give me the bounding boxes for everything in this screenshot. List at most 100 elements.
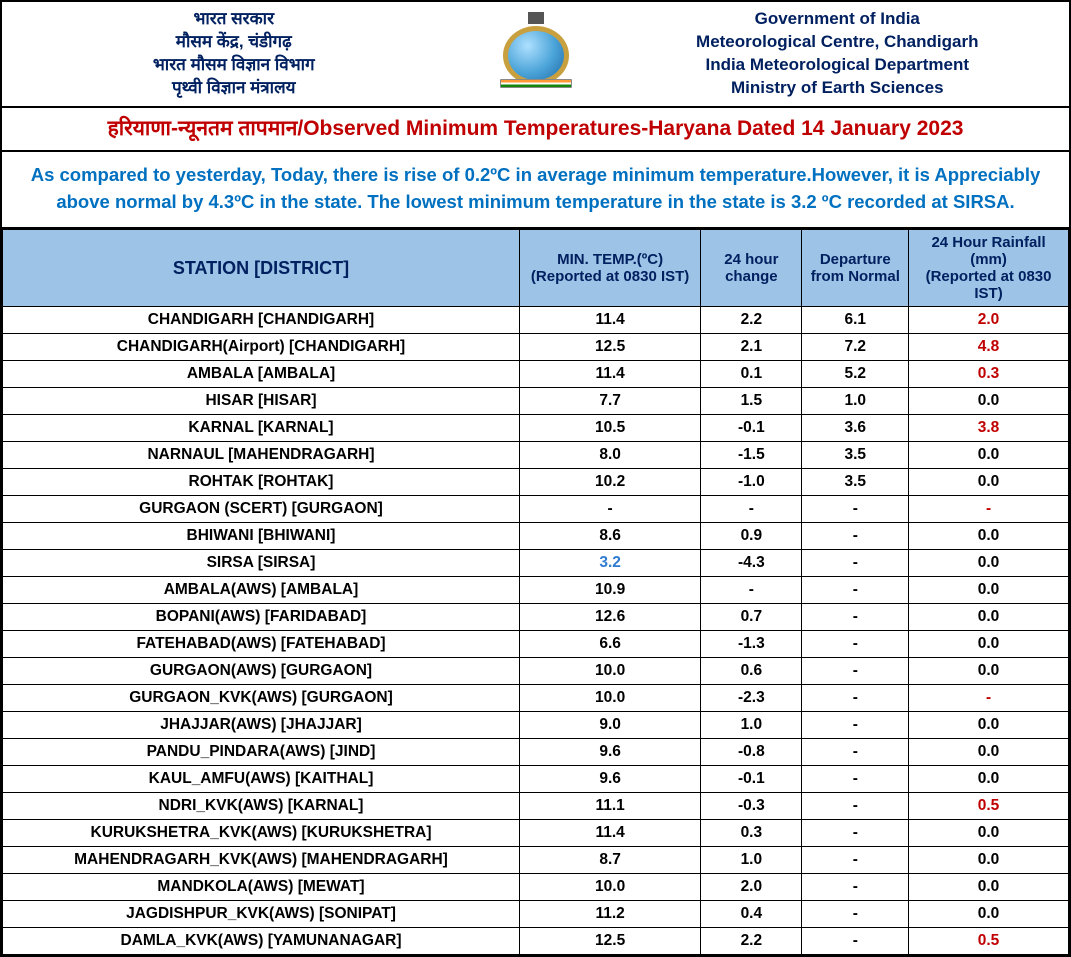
header-right-l1: Government of India [610, 8, 1066, 31]
cell-rainfall: 0.0 [909, 631, 1069, 658]
cell-departure: - [802, 658, 909, 685]
cell-station: BOPANI(AWS) [FARIDABAD] [3, 604, 520, 631]
cell-departure: - [802, 928, 909, 955]
cell-rainfall: 0.0 [909, 442, 1069, 469]
cell-departure: - [802, 766, 909, 793]
col-mintemp-l1: MIN. TEMP.(ºC) [526, 251, 694, 268]
report-title: हरियाणा-न्यूनतम तापमान/Observed Minimum … [2, 108, 1069, 152]
cell-station: CHANDIGARH [CHANDIGARH] [3, 307, 520, 334]
header: भारत सरकार मौसम केंद्र, चंडीगढ़ भारत मौस… [2, 2, 1069, 108]
cell-station: SIRSA [SIRSA] [3, 550, 520, 577]
cell-change: -0.8 [701, 739, 802, 766]
cell-departure: 7.2 [802, 334, 909, 361]
cell-departure: - [802, 712, 909, 739]
cell-mintemp: 6.6 [520, 631, 701, 658]
cell-station: GURGAON(AWS) [GURGAON] [3, 658, 520, 685]
header-left: भारत सरकार मौसम केंद्र, चंडीगढ़ भारत मौस… [2, 2, 466, 106]
cell-rainfall: 0.0 [909, 658, 1069, 685]
table-row: FATEHABAD(AWS) [FATEHABAD]6.6-1.3-0.0 [3, 631, 1069, 658]
col-change-l1: 24 hour [707, 251, 795, 268]
cell-change: -0.1 [701, 766, 802, 793]
cell-change: -0.3 [701, 793, 802, 820]
cell-mintemp: 10.2 [520, 469, 701, 496]
cell-mintemp: 11.1 [520, 793, 701, 820]
header-left-l4: पृथ्वी विज्ञान मंत्रालय [6, 77, 462, 100]
header-right-l2: Meteorological Centre, Chandigarh [610, 31, 1066, 54]
cell-station: JHAJJAR(AWS) [JHAJJAR] [3, 712, 520, 739]
cell-rainfall: 0.0 [909, 901, 1069, 928]
col-rainfall: 24 Hour Rainfall (mm) (Reported at 0830 … [909, 230, 1069, 307]
cell-rainfall: 0.0 [909, 604, 1069, 631]
table-row: AMBALA [AMBALA]11.40.15.20.3 [3, 361, 1069, 388]
cell-rainfall: 0.0 [909, 739, 1069, 766]
cell-change: -0.1 [701, 415, 802, 442]
cell-change: 0.6 [701, 658, 802, 685]
cell-rainfall: - [909, 685, 1069, 712]
cell-rainfall: 3.8 [909, 415, 1069, 442]
col-departure: Departure from Normal [802, 230, 909, 307]
table-row: KAUL_AMFU(AWS) [KAITHAL]9.6-0.1-0.0 [3, 766, 1069, 793]
cell-station: ROHTAK [ROHTAK] [3, 469, 520, 496]
table-row: JAGDISHPUR_KVK(AWS) [SONIPAT]11.20.4-0.0 [3, 901, 1069, 928]
cell-change: 1.0 [701, 712, 802, 739]
cell-change: 0.1 [701, 361, 802, 388]
header-left-l3: भारत मौसम विज्ञान विभाग [6, 54, 462, 77]
cell-mintemp: 9.6 [520, 766, 701, 793]
cell-departure: 6.1 [802, 307, 909, 334]
col-change: 24 hour change [701, 230, 802, 307]
title-english: Observed Minimum Temperatures-Haryana Da… [303, 117, 963, 140]
cell-departure: - [802, 496, 909, 523]
col-mintemp: MIN. TEMP.(ºC) (Reported at 0830 IST) [520, 230, 701, 307]
cell-mintemp: 10.0 [520, 874, 701, 901]
cell-mintemp: 11.4 [520, 820, 701, 847]
cell-rainfall: 0.0 [909, 712, 1069, 739]
cell-rainfall: 0.0 [909, 388, 1069, 415]
table-row: GURGAON_KVK(AWS) [GURGAON]10.0-2.3-- [3, 685, 1069, 712]
cell-station: AMBALA(AWS) [AMBALA] [3, 577, 520, 604]
cell-station: HISAR [HISAR] [3, 388, 520, 415]
cell-departure: - [802, 577, 909, 604]
cell-station: KARNAL [KARNAL] [3, 415, 520, 442]
cell-station: GURGAON_KVK(AWS) [GURGAON] [3, 685, 520, 712]
cell-rainfall: 0.0 [909, 469, 1069, 496]
table-row: MANDKOLA(AWS) [MEWAT]10.02.0-0.0 [3, 874, 1069, 901]
table-row: MAHENDRAGARH_KVK(AWS) [MAHENDRAGARH]8.71… [3, 847, 1069, 874]
cell-station: AMBALA [AMBALA] [3, 361, 520, 388]
table-row: HISAR [HISAR]7.71.51.00.0 [3, 388, 1069, 415]
imd-logo [466, 2, 606, 106]
cell-rainfall: 0.3 [909, 361, 1069, 388]
cell-change: -1.0 [701, 469, 802, 496]
cell-station: DAMLA_KVK(AWS) [YAMUNANAGAR] [3, 928, 520, 955]
summary-text: As compared to yesterday, Today, there i… [2, 152, 1069, 230]
cell-departure: 3.5 [802, 442, 909, 469]
cell-departure: - [802, 901, 909, 928]
cell-station: NARNAUL [MAHENDRAGARH] [3, 442, 520, 469]
cell-change: - [701, 577, 802, 604]
cell-mintemp: 10.5 [520, 415, 701, 442]
cell-rainfall: 4.8 [909, 334, 1069, 361]
table-row: SIRSA [SIRSA]3.2-4.3-0.0 [3, 550, 1069, 577]
table-header-row: STATION [DISTRICT] MIN. TEMP.(ºC) (Repor… [3, 230, 1069, 307]
table-row: DAMLA_KVK(AWS) [YAMUNANAGAR]12.52.2-0.5 [3, 928, 1069, 955]
cell-mintemp: 3.2 [520, 550, 701, 577]
cell-change: 0.3 [701, 820, 802, 847]
cell-departure: - [802, 523, 909, 550]
cell-rainfall: 0.5 [909, 928, 1069, 955]
cell-mintemp: 10.9 [520, 577, 701, 604]
col-rain-l2: (Reported at 0830 IST) [915, 268, 1062, 302]
cell-station: CHANDIGARH(Airport) [CHANDIGARH] [3, 334, 520, 361]
cell-change: -2.3 [701, 685, 802, 712]
cell-rainfall: 0.0 [909, 847, 1069, 874]
cell-change: 2.0 [701, 874, 802, 901]
table-row: KARNAL [KARNAL]10.5-0.13.63.8 [3, 415, 1069, 442]
report-container: भारत सरकार मौसम केंद्र, चंडीगढ़ भारत मौस… [0, 0, 1071, 957]
cell-mintemp: 9.0 [520, 712, 701, 739]
header-left-l2: मौसम केंद्र, चंडीगढ़ [6, 31, 462, 54]
table-row: GURGAON (SCERT) [GURGAON]---- [3, 496, 1069, 523]
table-row: CHANDIGARH [CHANDIGARH]11.42.26.12.0 [3, 307, 1069, 334]
cell-station: KAUL_AMFU(AWS) [KAITHAL] [3, 766, 520, 793]
cell-change: 0.7 [701, 604, 802, 631]
header-right-l3: India Meteorological Department [610, 54, 1066, 77]
cell-station: BHIWANI [BHIWANI] [3, 523, 520, 550]
cell-rainfall: 0.0 [909, 874, 1069, 901]
